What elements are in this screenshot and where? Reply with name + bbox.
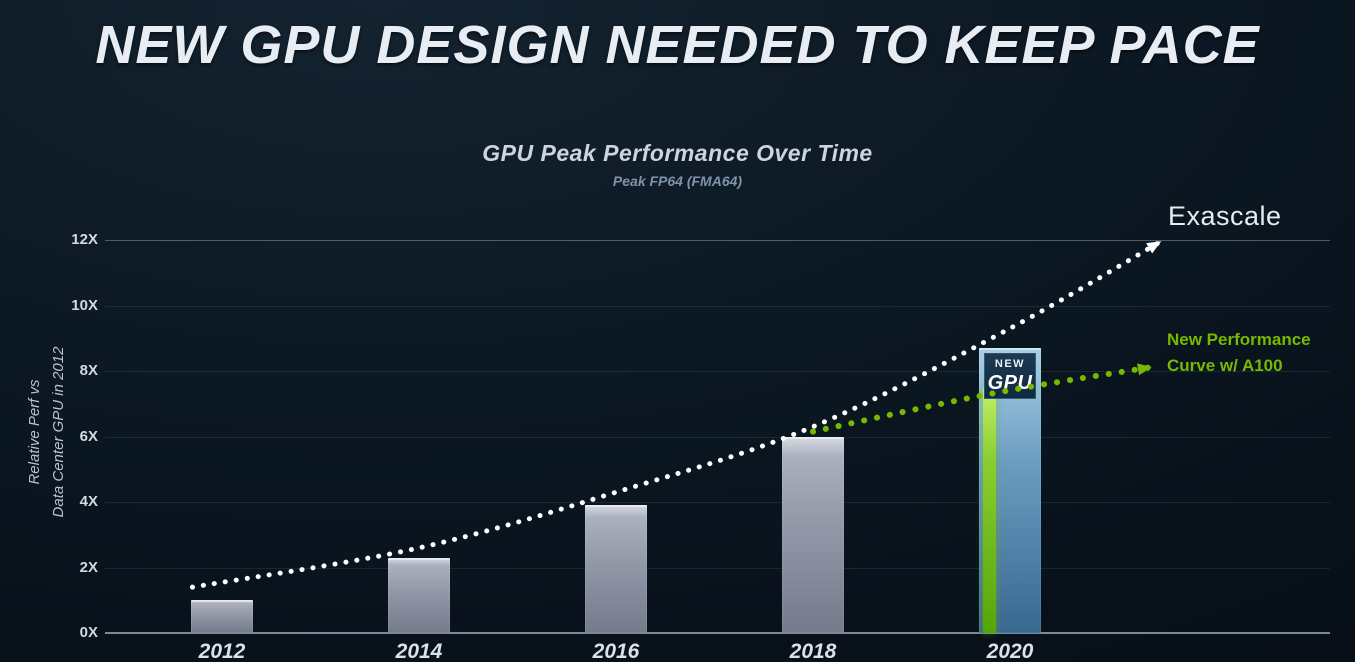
chart-subtitle: Peak FP64 (FMA64) <box>612 173 743 189</box>
bar-2012 <box>191 600 253 633</box>
new-curve-annotation-line2: Curve w/ A100 <box>1167 355 1283 375</box>
x-axis-label-2012: 2012 <box>198 640 246 662</box>
y-tick-label-2X: 2X <box>79 558 98 576</box>
x-axis-label-2016: 2016 <box>592 640 640 662</box>
new-curve-annotation-line1: New Performance <box>1167 330 1311 349</box>
exascale-annotation: Exascale <box>1168 201 1282 231</box>
new-curve-annotation: New Performance Curve w/ A100 <box>1167 327 1311 378</box>
gridline-0X <box>105 632 1330 634</box>
slide-title: NEW GPU DESIGN NEEDED TO KEEP PACE <box>95 15 1260 75</box>
y-tick-label-0X: 0X <box>79 624 98 641</box>
y-tick-label-4X: 4X <box>79 493 98 510</box>
y-tick-label-10X: 10X <box>71 296 98 314</box>
x-axis-label-2014: 2014 <box>395 640 443 662</box>
y-tick-label-12X: 12X <box>71 231 98 248</box>
y-tick-label-8X: 8X <box>79 362 98 379</box>
chart-title: GPU Peak Performance Over Time <box>482 140 873 166</box>
x-axis-label-2018: 2018 <box>789 640 837 662</box>
x-axis-label-2020: 2020 <box>986 640 1034 662</box>
y-tick-label-6X: 6X <box>79 427 98 445</box>
gridline-12X <box>105 240 1330 241</box>
